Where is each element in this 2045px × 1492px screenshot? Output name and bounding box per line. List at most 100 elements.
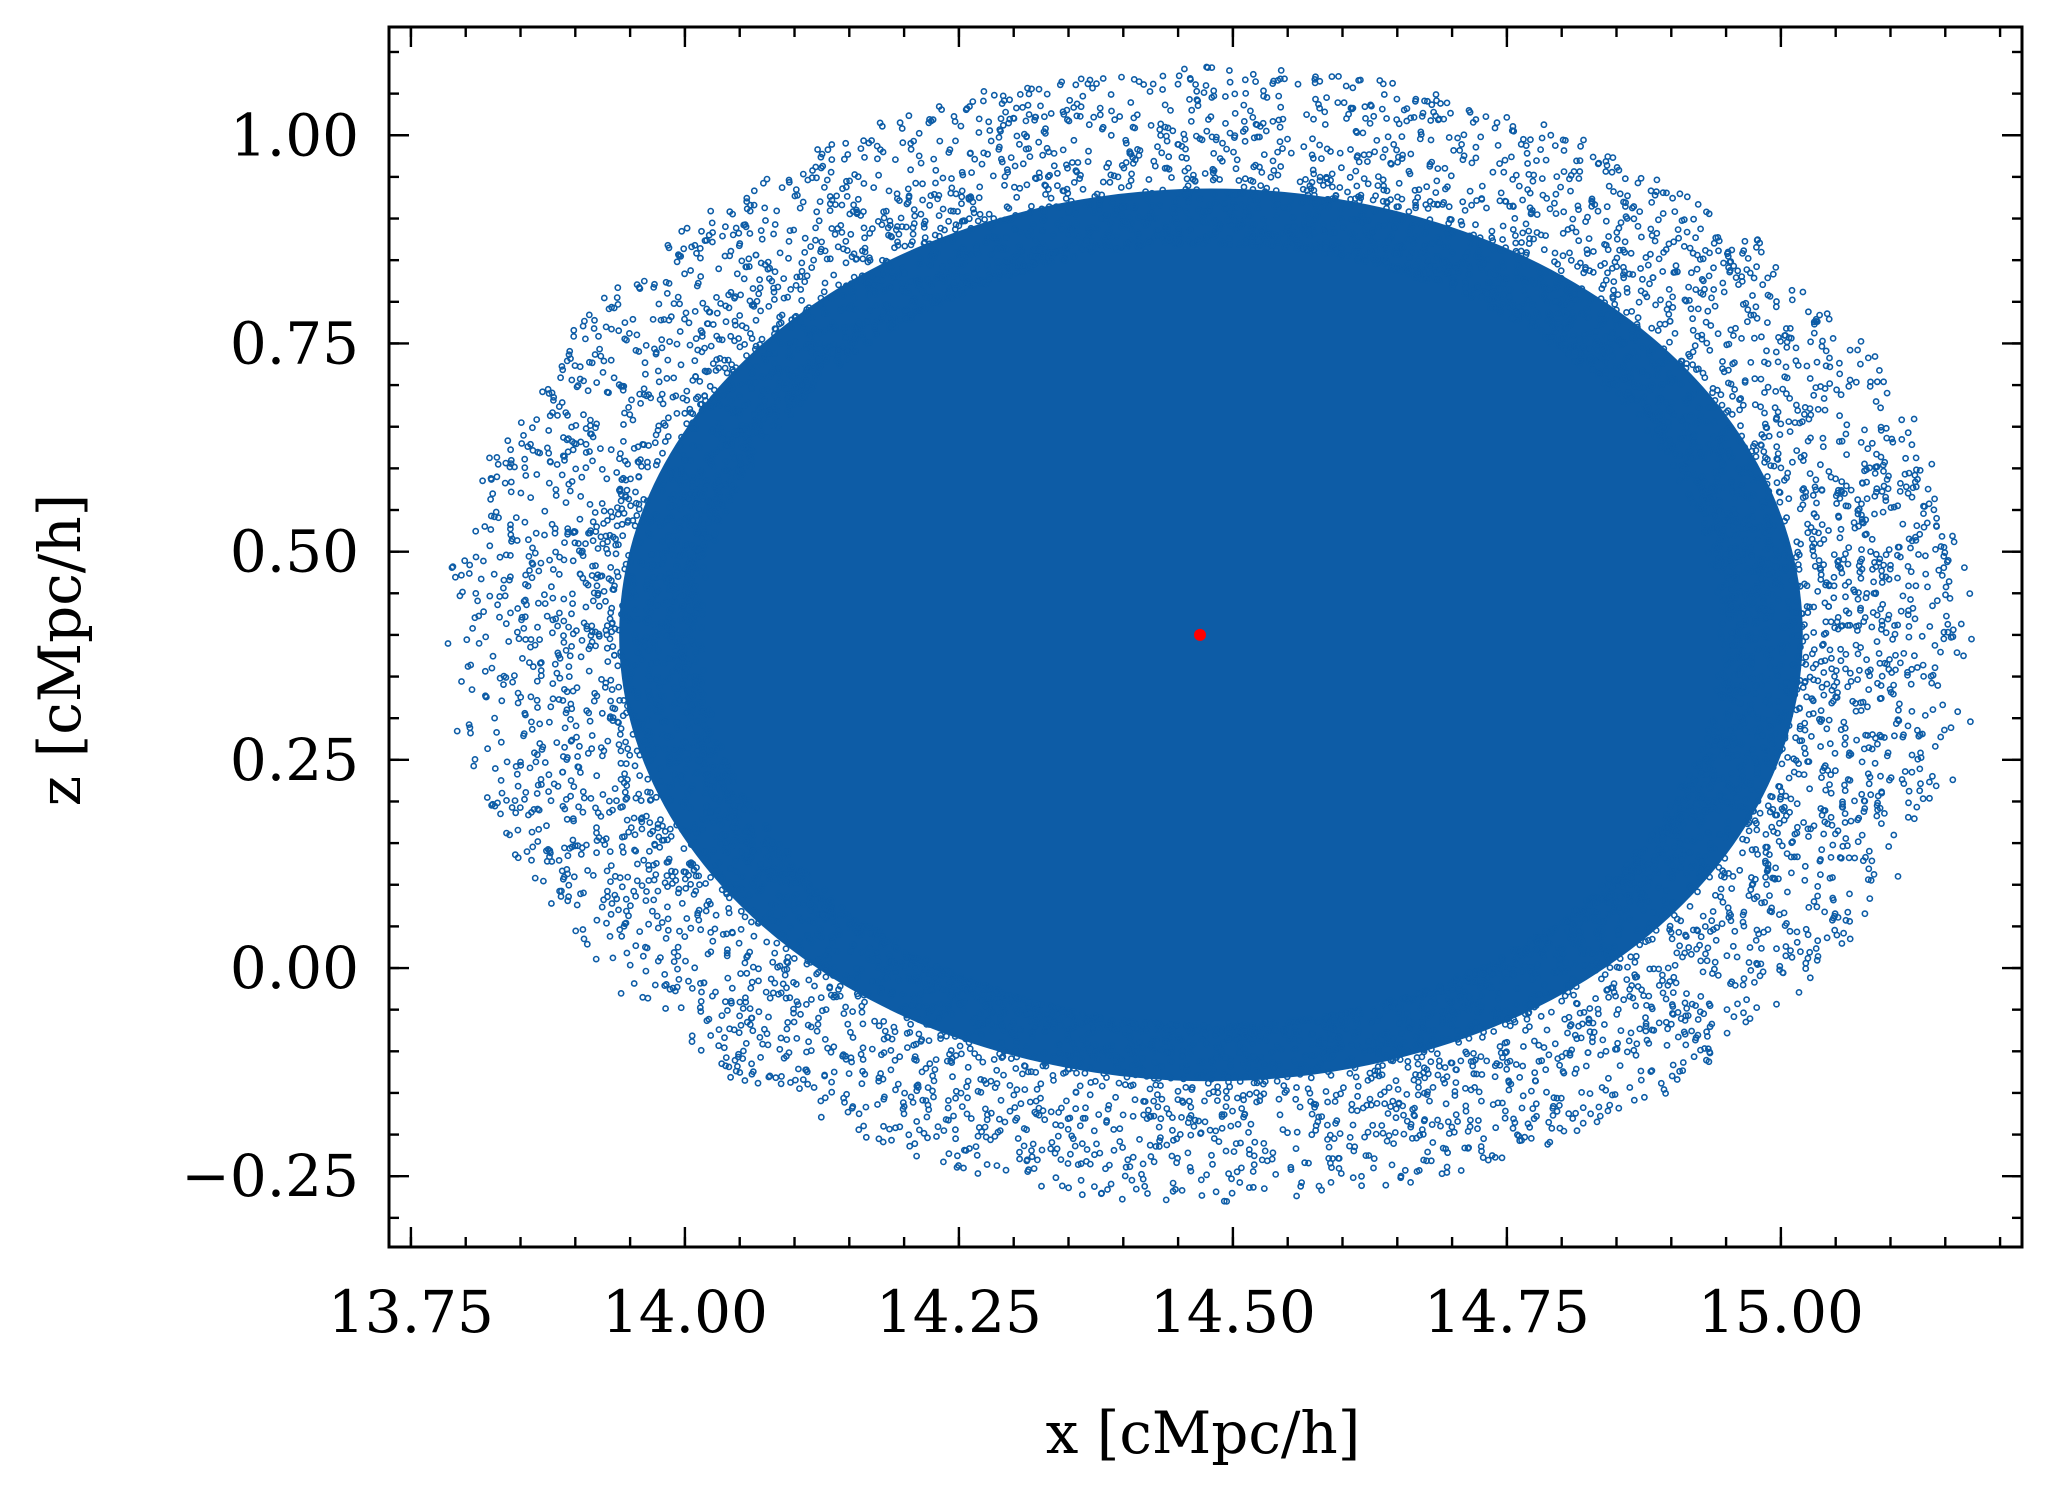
particle-point xyxy=(1382,1052,1390,1060)
particle-point xyxy=(1665,285,1673,293)
particle-point xyxy=(1692,234,1699,242)
particle-point xyxy=(580,889,587,897)
particle-point xyxy=(1679,435,1687,443)
particle-point xyxy=(643,728,651,736)
particle-point xyxy=(1719,898,1727,906)
particle-point xyxy=(1113,232,1121,240)
particle-point xyxy=(1778,718,1786,726)
particle-point xyxy=(1846,749,1853,757)
particle-point xyxy=(641,643,649,650)
particle-point xyxy=(1532,1100,1540,1108)
particle-point xyxy=(1904,722,1912,730)
particle-point xyxy=(1601,1021,1608,1028)
particle-point xyxy=(1826,363,1834,371)
particle-point xyxy=(928,281,935,289)
particle-point xyxy=(1704,800,1712,808)
particle-point xyxy=(731,317,739,325)
particle-point xyxy=(489,490,497,498)
particle-point xyxy=(769,958,777,966)
particle-point xyxy=(1845,544,1853,551)
particle-point xyxy=(598,465,606,473)
particle-point xyxy=(735,1029,743,1037)
particle-core xyxy=(619,188,1803,1082)
particle-point xyxy=(1767,527,1775,535)
particle-point xyxy=(1804,825,1812,833)
particle-point xyxy=(1732,274,1740,281)
particle-point xyxy=(546,718,553,726)
particle-point xyxy=(1311,229,1318,237)
particle-point xyxy=(1794,407,1802,414)
particle-point xyxy=(1519,1092,1527,1100)
particle-point xyxy=(1407,1179,1414,1186)
particle-point xyxy=(1407,1123,1415,1131)
particle-point xyxy=(1117,1056,1125,1064)
particle-point xyxy=(1698,331,1706,339)
particle-point xyxy=(986,1007,994,1014)
particle-point xyxy=(1008,215,1016,223)
particle-point xyxy=(700,667,708,674)
particle-point xyxy=(1797,948,1804,956)
particle-point xyxy=(1580,1009,1588,1016)
particle-point xyxy=(1897,659,1904,667)
particle-point xyxy=(758,335,766,343)
particle-point xyxy=(1637,265,1644,272)
particle-point xyxy=(1636,880,1644,888)
particle-point xyxy=(687,409,695,416)
particle-point xyxy=(1901,470,1909,478)
particle-point xyxy=(770,230,777,238)
particle-point xyxy=(997,115,1005,123)
particle-point xyxy=(816,925,824,933)
particle-point xyxy=(1598,926,1606,934)
particle-point xyxy=(1767,737,1775,745)
particle-point xyxy=(1113,245,1121,253)
particle-point xyxy=(1200,89,1208,96)
particle-point xyxy=(1011,162,1019,170)
particle-point xyxy=(890,1023,898,1031)
particle-point xyxy=(1403,1117,1411,1125)
particle-point xyxy=(1815,557,1823,564)
particle-point xyxy=(1038,1146,1046,1154)
particle-point xyxy=(1775,553,1782,561)
particle-point xyxy=(1924,583,1931,591)
particle-point xyxy=(974,217,982,225)
particle-point xyxy=(1537,1012,1545,1020)
particle-point xyxy=(963,1083,970,1091)
particle-point xyxy=(743,1018,751,1026)
particle-point xyxy=(703,802,711,810)
particle-point xyxy=(860,224,868,232)
particle-point xyxy=(1843,482,1850,490)
particle-point xyxy=(674,293,682,301)
particle-point xyxy=(1968,635,1975,643)
particle-point xyxy=(1169,127,1177,135)
particle-point xyxy=(1048,1139,1056,1146)
particle-point xyxy=(1379,80,1387,88)
particle-point xyxy=(1941,726,1948,734)
particle-point xyxy=(1917,780,1924,788)
particle-point xyxy=(1340,1084,1347,1092)
particle-point xyxy=(1748,587,1756,594)
particle-point xyxy=(799,1076,807,1083)
particle-point xyxy=(1907,544,1914,552)
particle-point xyxy=(939,174,947,182)
particle-point xyxy=(616,455,623,463)
particle-point xyxy=(1344,188,1351,196)
particle-point xyxy=(865,944,873,952)
particle-point xyxy=(787,285,795,293)
particle-point xyxy=(465,570,473,577)
particle-point xyxy=(995,145,1003,153)
particle-point xyxy=(1016,140,1023,148)
particle-point xyxy=(978,1020,986,1028)
particle-point xyxy=(1871,353,1879,360)
particle-point xyxy=(611,785,619,792)
particle-point xyxy=(885,187,893,195)
particle-point xyxy=(1405,1025,1413,1033)
particle-point xyxy=(1150,157,1158,165)
particle-point xyxy=(599,368,607,376)
particle-point xyxy=(1751,401,1759,409)
particle-point xyxy=(589,537,597,545)
particle-point xyxy=(1587,1110,1594,1118)
particle-point xyxy=(1358,241,1365,249)
particle-point xyxy=(1169,218,1177,225)
particle-point xyxy=(614,284,622,292)
particle-point xyxy=(1743,836,1751,844)
